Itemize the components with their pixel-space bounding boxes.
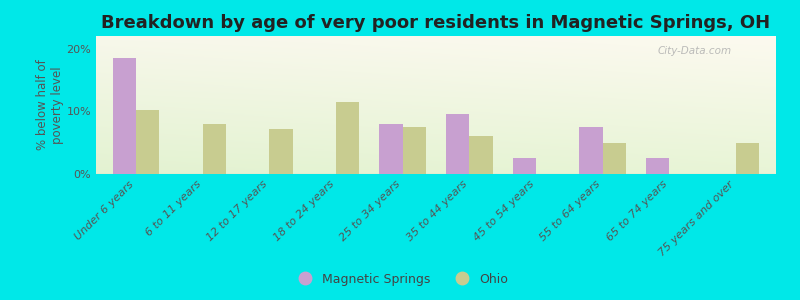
Y-axis label: % below half of
poverty level: % below half of poverty level (36, 60, 64, 150)
Bar (579, 127, 602, 174)
Bar (202, 124, 226, 174)
Bar (136, 110, 159, 174)
Bar (513, 158, 536, 174)
Bar (113, 58, 136, 174)
Bar (470, 136, 493, 174)
Bar (602, 142, 626, 174)
Bar (270, 129, 293, 174)
Bar (336, 102, 359, 174)
Bar (379, 124, 402, 174)
Bar (736, 142, 759, 174)
Legend: Magnetic Springs, Ohio: Magnetic Springs, Ohio (287, 268, 513, 291)
Text: City-Data.com: City-Data.com (658, 46, 731, 56)
Title: Breakdown by age of very poor residents in Magnetic Springs, OH: Breakdown by age of very poor residents … (102, 14, 770, 32)
Bar (402, 127, 426, 174)
Bar (646, 158, 670, 174)
Bar (446, 114, 470, 174)
